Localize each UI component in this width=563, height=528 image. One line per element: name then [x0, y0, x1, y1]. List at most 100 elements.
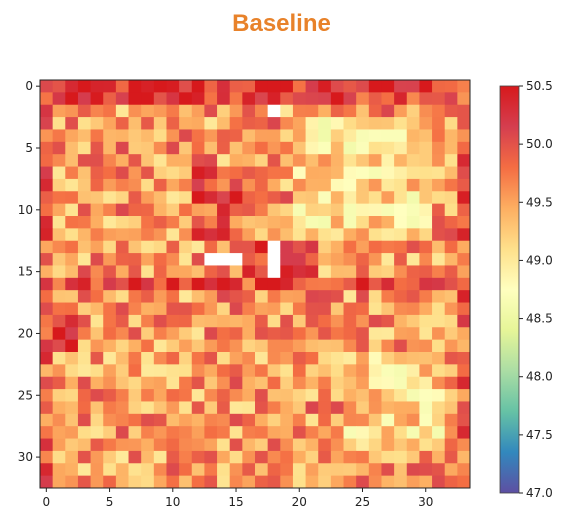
heatmap-cell [457, 401, 471, 415]
heatmap-cell [267, 339, 281, 353]
heatmap-cell [255, 265, 269, 279]
heatmap-cell [179, 92, 193, 106]
heatmap-cell [432, 327, 446, 341]
heatmap-cell [356, 426, 370, 439]
x-tick-label: 25 [355, 495, 370, 509]
heatmap-cell [204, 277, 218, 291]
heatmap-cell [255, 314, 269, 328]
heatmap-cell [77, 203, 91, 217]
heatmap-cell [141, 253, 155, 266]
heatmap-cell [153, 80, 167, 93]
heatmap-cell [103, 191, 117, 205]
heatmap-cell [330, 277, 344, 291]
heatmap-cell [115, 129, 129, 143]
heatmap-cell [330, 129, 344, 143]
heatmap-cell [128, 290, 142, 303]
heatmap-cell [229, 80, 243, 93]
y-axis: 0 5 10 15 20 25 30 [18, 79, 40, 464]
heatmap-cell [40, 265, 54, 279]
heatmap-cell [141, 463, 155, 477]
heatmap-cell [179, 141, 193, 155]
heatmap-cell [330, 240, 344, 254]
heatmap-cell [406, 92, 420, 106]
heatmap-cell [457, 191, 471, 205]
heatmap-cell [128, 463, 142, 477]
heatmap-cell [255, 92, 269, 106]
heatmap-cell [153, 401, 167, 415]
heatmap-cell [356, 253, 370, 266]
heatmap-cell [191, 339, 205, 353]
heatmap-cell [179, 450, 193, 464]
heatmap-cell [394, 352, 408, 365]
heatmap-cell [153, 203, 167, 217]
heatmap-cell [432, 426, 446, 439]
heatmap-cell [419, 413, 433, 427]
heatmap-cell [280, 463, 294, 477]
heatmap-cell [280, 178, 294, 192]
heatmap-cell [40, 277, 54, 291]
heatmap-cell [242, 438, 256, 452]
heatmap-cell [242, 277, 256, 291]
heatmap-cell [128, 253, 142, 266]
heatmap-cell [292, 413, 306, 427]
heatmap-cell [153, 376, 167, 390]
heatmap-cell [432, 191, 446, 205]
heatmap-cell [52, 154, 66, 167]
heatmap-cell [103, 314, 117, 328]
heatmap-cell [280, 352, 294, 365]
heatmap-cell [432, 463, 446, 477]
heatmap-cell [406, 376, 420, 390]
heatmap-cell [229, 438, 243, 452]
heatmap-cell [179, 438, 193, 452]
heatmap-cell [381, 475, 395, 489]
heatmap-cell [267, 314, 281, 328]
heatmap-cell [305, 253, 319, 266]
heatmap-cell [229, 314, 243, 328]
heatmap-cell [242, 265, 256, 279]
heatmap-cell [153, 178, 167, 192]
heatmap-cell [280, 413, 294, 427]
heatmap-cell [381, 339, 395, 353]
heatmap-cell [77, 265, 91, 279]
heatmap-cell [52, 216, 66, 229]
heatmap-cell [90, 426, 104, 439]
heatmap-cell [457, 475, 471, 489]
heatmap-cell [292, 401, 306, 415]
heatmap-cell [267, 450, 281, 464]
heatmap-cell [343, 104, 357, 118]
heatmap-cell [394, 302, 408, 316]
heatmap-cell [356, 290, 370, 303]
heatmap-cell [77, 277, 91, 291]
heatmap-cell [90, 141, 104, 155]
heatmap-cell [255, 352, 269, 365]
heatmap-cell [103, 178, 117, 192]
heatmap-cell [267, 401, 281, 415]
heatmap-cell [128, 178, 142, 192]
heatmap-cell [90, 191, 104, 205]
heatmap-cell [305, 178, 319, 192]
heatmap-cell [444, 191, 458, 205]
heatmap-cell [52, 203, 66, 217]
heatmap-cell [255, 240, 269, 254]
heatmap-cell [356, 339, 370, 353]
heatmap-cell [305, 364, 319, 378]
heatmap-cell [141, 389, 155, 402]
colorbar-tick-label: 50.5 [526, 79, 553, 93]
heatmap-cell [432, 302, 446, 316]
heatmap-cell [305, 141, 319, 155]
heatmap-cell [141, 154, 155, 167]
heatmap-cell [419, 203, 433, 217]
heatmap-cell [255, 277, 269, 291]
heatmap-cell [267, 216, 281, 229]
heatmap-cell [255, 463, 269, 477]
heatmap-cell [52, 228, 66, 242]
heatmap-cell [406, 191, 420, 205]
heatmap-cell [229, 327, 243, 341]
heatmap-cell [65, 228, 79, 242]
heatmap-cell [103, 339, 117, 353]
heatmap-cell [77, 141, 91, 155]
heatmap-cell [141, 450, 155, 464]
heatmap-cell [90, 475, 104, 489]
heatmap-cell [242, 129, 256, 143]
heatmap-cell [444, 352, 458, 365]
